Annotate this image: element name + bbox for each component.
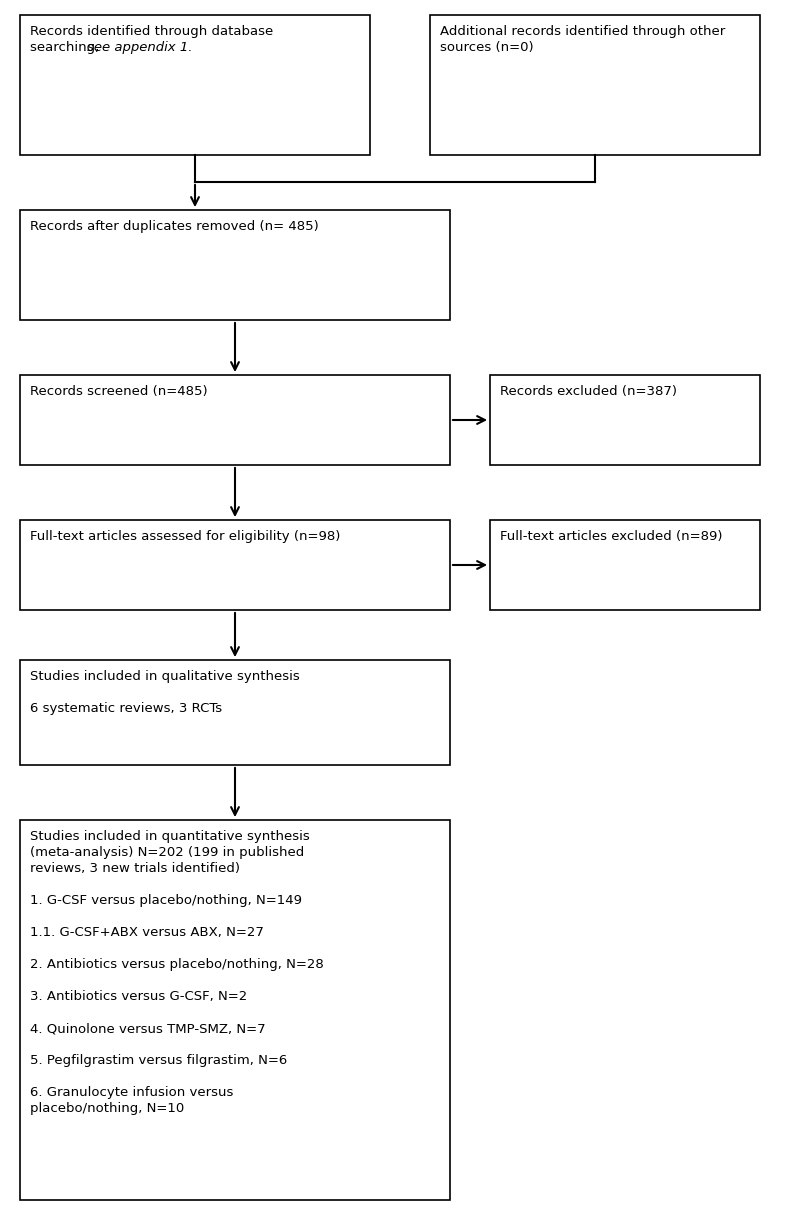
Text: 1. G-CSF versus placebo/nothing, N=149: 1. G-CSF versus placebo/nothing, N=149: [30, 894, 302, 906]
Text: Records screened (n=485): Records screened (n=485): [30, 386, 208, 398]
Text: see appendix 1.: see appendix 1.: [87, 41, 193, 54]
Text: sources (n=0): sources (n=0): [440, 41, 534, 54]
Text: 1.1. G-CSF+ABX versus ABX, N=27: 1.1. G-CSF+ABX versus ABX, N=27: [30, 926, 264, 939]
Text: (meta-analysis) N=202 (199 in published: (meta-analysis) N=202 (199 in published: [30, 845, 304, 859]
Bar: [20, 210, 450, 320]
Text: reviews, 3 new trials identified): reviews, 3 new trials identified): [30, 863, 240, 875]
Bar: [490, 375, 760, 465]
Text: 5. Pegfilgrastim versus filgrastim, N=6: 5. Pegfilgrastim versus filgrastim, N=6: [30, 1054, 287, 1068]
Text: Records after duplicates removed (n= 485): Records after duplicates removed (n= 485…: [30, 220, 318, 233]
Text: 2. Antibiotics versus placebo/nothing, N=28: 2. Antibiotics versus placebo/nothing, N…: [30, 958, 324, 971]
Text: 3. Antibiotics versus G-CSF, N=2: 3. Antibiotics versus G-CSF, N=2: [30, 989, 247, 1003]
Bar: [20, 660, 450, 765]
Text: Records excluded (n=387): Records excluded (n=387): [500, 386, 677, 398]
Bar: [20, 520, 450, 610]
Bar: [430, 15, 760, 155]
Text: 6. Granulocyte infusion versus: 6. Granulocyte infusion versus: [30, 1086, 234, 1099]
Text: 4. Quinolone versus TMP-SMZ, N=7: 4. Quinolone versus TMP-SMZ, N=7: [30, 1022, 266, 1035]
Bar: [490, 520, 760, 610]
Text: searching,: searching,: [30, 41, 103, 54]
Text: Full-text articles excluded (n=89): Full-text articles excluded (n=89): [500, 529, 722, 543]
Text: Studies included in quantitative synthesis: Studies included in quantitative synthes…: [30, 830, 310, 843]
Text: Studies included in qualitative synthesis: Studies included in qualitative synthesi…: [30, 670, 300, 683]
Bar: [20, 820, 450, 1200]
Text: Full-text articles assessed for eligibility (n=98): Full-text articles assessed for eligibil…: [30, 529, 340, 543]
Bar: [20, 375, 450, 465]
Bar: [20, 15, 370, 155]
Text: placebo/nothing, N=10: placebo/nothing, N=10: [30, 1102, 184, 1115]
Text: Records identified through database: Records identified through database: [30, 24, 274, 38]
Text: Additional records identified through other: Additional records identified through ot…: [440, 24, 726, 38]
Text: 6 systematic reviews, 3 RCTs: 6 systematic reviews, 3 RCTs: [30, 702, 222, 715]
